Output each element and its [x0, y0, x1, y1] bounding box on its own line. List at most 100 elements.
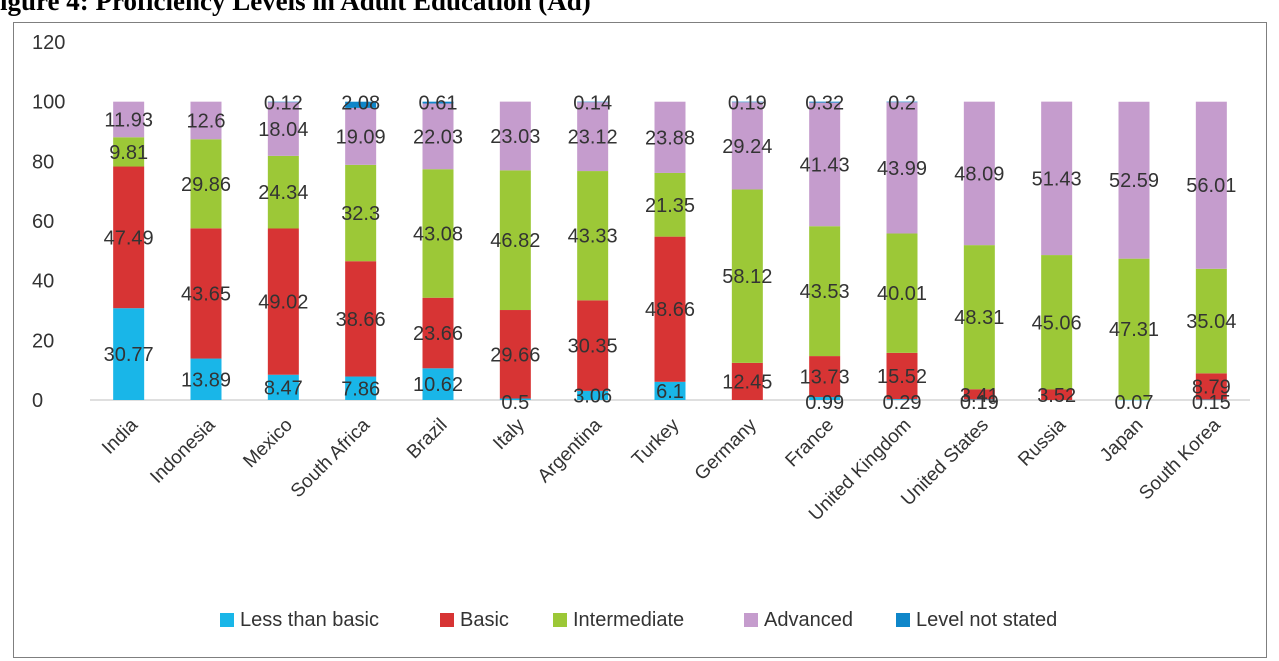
legend-label: Basic — [460, 609, 509, 631]
bar-segment-basic — [963, 389, 995, 400]
data-label: 13.89 — [181, 369, 231, 391]
bar-segment-basic — [577, 300, 609, 391]
y-tick-label: 20 — [32, 330, 54, 352]
bar-segment-level_not_stated — [886, 101, 918, 103]
data-label: 18.04 — [258, 119, 308, 141]
data-label: 24.34 — [258, 182, 308, 204]
bar-segment-less_than_basic — [113, 308, 145, 400]
bar-segment-level_not_stated — [577, 101, 609, 103]
data-label: 23.12 — [568, 127, 618, 149]
x-tick-label: Russia — [1014, 414, 1070, 470]
data-label: 0.99 — [805, 392, 844, 414]
data-label: 43.08 — [413, 223, 463, 245]
y-tick-label: 0 — [32, 390, 43, 412]
bar-segment-level_not_stated — [345, 101, 377, 108]
bar-segment-intermediate — [1041, 255, 1073, 390]
data-label: 15.52 — [877, 366, 927, 388]
data-label: 35.04 — [1186, 311, 1236, 333]
bar-segment-less_than_basic — [1195, 399, 1227, 401]
bar-segment-level_not_stated — [809, 101, 841, 103]
bar-segment-less_than_basic — [886, 399, 918, 400]
data-label: 12.45 — [722, 371, 772, 393]
bar-segment-less_than_basic — [1118, 399, 1150, 401]
data-label: 46.82 — [490, 230, 540, 252]
data-label: 3.52 — [1037, 385, 1076, 407]
data-label: 23.88 — [645, 127, 695, 149]
bar-segment-advanced — [345, 107, 377, 165]
data-label: 13.73 — [800, 367, 850, 389]
bar-segment-advanced — [499, 101, 531, 171]
data-label: 47.31 — [1109, 319, 1159, 341]
bar-segment-advanced — [422, 103, 454, 170]
bar-segment-advanced — [577, 102, 609, 172]
y-tick-label: 40 — [32, 271, 54, 293]
data-label: 7.86 — [341, 378, 380, 400]
bar-segment-less_than_basic — [963, 399, 995, 400]
x-tick-label: Germany — [691, 414, 761, 484]
data-label: 29.86 — [181, 174, 231, 196]
bar-segment-level_not_stated — [422, 101, 454, 104]
bar-segment-less_than_basic — [345, 376, 377, 400]
data-label: 12.6 — [187, 110, 226, 132]
bar-segment-advanced — [809, 102, 841, 227]
bar-segment-less_than_basic — [654, 381, 686, 400]
bar-segment-basic — [422, 297, 454, 369]
data-label: 0.61 — [419, 93, 458, 115]
data-label: 38.66 — [336, 309, 386, 331]
x-tick-label: South Korea — [1135, 414, 1225, 504]
bar-segment-less_than_basic — [809, 397, 841, 400]
bar-segment-intermediate — [577, 171, 609, 301]
data-label: 0.19 — [960, 392, 999, 414]
bar-segment-advanced — [267, 102, 299, 156]
data-label: 58.12 — [722, 266, 772, 288]
bar-segment-less_than_basic — [577, 390, 609, 400]
data-label: 49.02 — [258, 292, 308, 314]
bar-segment-advanced — [1041, 101, 1073, 256]
data-label: 29.66 — [490, 344, 540, 366]
bar-segment-level_not_stated — [731, 101, 763, 103]
x-tick-label: India — [98, 414, 142, 458]
x-tick-label: Brazil — [403, 415, 451, 463]
data-label: 2.08 — [341, 93, 380, 115]
data-label: 48.09 — [954, 163, 1004, 185]
bar-segment-intermediate — [345, 164, 377, 262]
legend-label: Intermediate — [573, 609, 684, 631]
y-tick-label: 60 — [32, 211, 54, 233]
bar-segment-advanced — [1118, 101, 1150, 259]
bar-segment-intermediate — [731, 189, 763, 363]
bar-segment-advanced — [731, 102, 763, 190]
data-label: 0.12 — [264, 93, 303, 115]
data-label: 0.19 — [728, 93, 767, 115]
bar-segment-intermediate — [190, 139, 222, 229]
y-tick-label: 80 — [32, 151, 54, 173]
data-label: 52.59 — [1109, 170, 1159, 192]
bar-segment-advanced — [963, 101, 995, 246]
data-label: 43.65 — [181, 283, 231, 305]
figure-title: igure 4: Proficiency Levels in Adult Edu… — [0, 0, 591, 16]
data-label: 0.14 — [573, 93, 612, 115]
data-label: 41.43 — [800, 154, 850, 176]
data-label: 6.1 — [656, 381, 684, 403]
data-label: 3.06 — [573, 385, 612, 407]
x-tick-label: Mexico — [239, 415, 296, 472]
data-label: 40.01 — [877, 283, 927, 305]
data-label: 19.09 — [336, 126, 386, 148]
data-label: 48.66 — [645, 299, 695, 321]
data-label: 43.99 — [877, 158, 927, 180]
data-label: 48.31 — [954, 307, 1004, 329]
data-label: 0.32 — [805, 93, 844, 115]
bar-segment-intermediate — [113, 137, 145, 167]
bar-segment-basic — [190, 228, 222, 359]
bar-segment-basic — [113, 166, 145, 309]
data-label: 51.43 — [1032, 168, 1082, 190]
bar-segment-intermediate — [654, 172, 686, 237]
bar-segment-basic — [345, 261, 377, 377]
bar-segment-intermediate — [1118, 258, 1150, 400]
bar-segment-basic — [886, 352, 918, 400]
bar-segment-intermediate — [499, 170, 531, 311]
data-label: 0.2 — [888, 93, 916, 115]
bar-segment-basic — [1041, 389, 1073, 400]
data-label: 0.15 — [1192, 392, 1231, 414]
data-label: 43.33 — [568, 226, 618, 248]
